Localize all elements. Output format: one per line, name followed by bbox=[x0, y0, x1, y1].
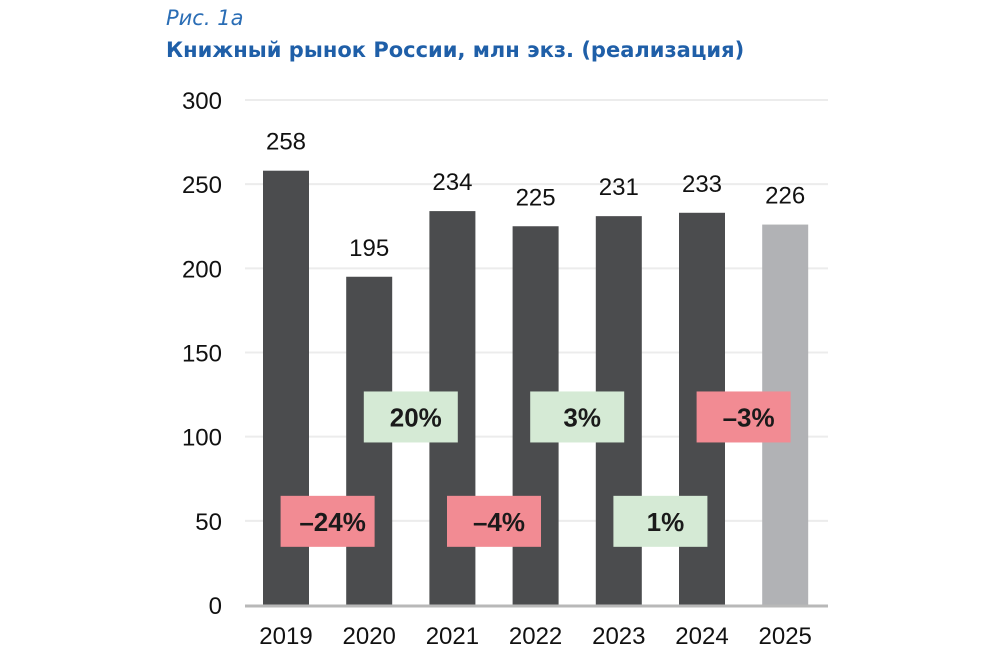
data-label: 233 bbox=[682, 171, 722, 198]
data-label: 234 bbox=[432, 169, 472, 196]
change-label: 1% bbox=[647, 507, 685, 537]
y-tick-label: 300 bbox=[182, 88, 222, 115]
x-tick-label: 2019 bbox=[259, 623, 312, 650]
change-box bbox=[280, 495, 375, 547]
y-tick-label: 250 bbox=[182, 172, 222, 199]
change-label: –24% bbox=[299, 507, 366, 537]
x-tick-label: 2021 bbox=[426, 623, 479, 650]
x-tick-label: 2024 bbox=[675, 623, 728, 650]
y-tick-label: 0 bbox=[209, 593, 222, 620]
change-label: –3% bbox=[723, 402, 775, 432]
x-tick-label: 2022 bbox=[509, 623, 562, 650]
change-box bbox=[447, 495, 541, 547]
change-label: 3% bbox=[563, 402, 601, 432]
chart-title: Книжный рынок России, млн экз. (реализац… bbox=[166, 38, 745, 62]
data-label: 226 bbox=[765, 183, 805, 210]
y-tick-label: 150 bbox=[182, 341, 222, 368]
data-label: 231 bbox=[599, 174, 639, 201]
x-tick-label: 2020 bbox=[343, 623, 396, 650]
figure-label: Рис. 1а bbox=[166, 6, 244, 30]
data-label: 195 bbox=[349, 235, 389, 262]
y-tick-label: 100 bbox=[182, 425, 222, 452]
data-label: 225 bbox=[516, 184, 556, 211]
data-label: 258 bbox=[266, 129, 306, 156]
change-box bbox=[530, 391, 625, 443]
x-tick-label: 2023 bbox=[592, 623, 645, 650]
x-tick-label: 2025 bbox=[759, 623, 812, 650]
change-box bbox=[696, 391, 791, 443]
y-tick-label: 50 bbox=[195, 509, 222, 536]
change-label: –4% bbox=[473, 507, 525, 537]
change-box bbox=[613, 495, 708, 547]
change-box bbox=[363, 391, 458, 443]
change-label: 20% bbox=[390, 402, 442, 432]
y-tick-label: 200 bbox=[182, 256, 222, 283]
